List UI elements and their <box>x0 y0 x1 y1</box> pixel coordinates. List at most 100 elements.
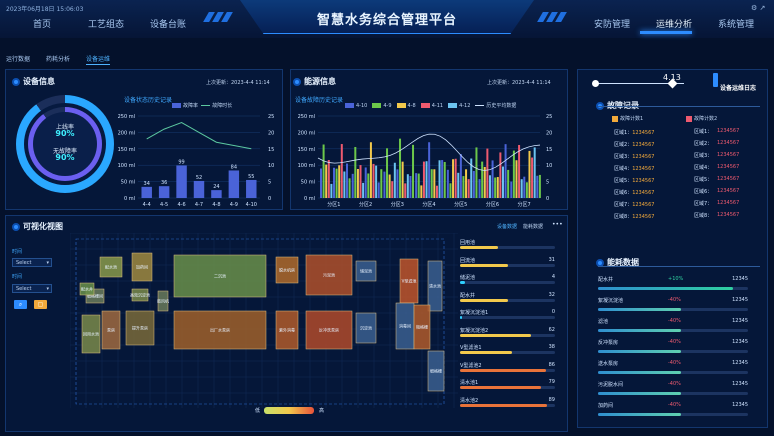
filter-select-1-value: Select <box>16 260 32 266</box>
plant-facility[interactable] <box>275 310 299 350</box>
plant-facility[interactable] <box>173 310 267 350</box>
energy-bar-fill <box>598 350 681 353</box>
legend-low-label: 低 <box>255 407 260 414</box>
y-tick-label: 100 ml <box>298 163 315 169</box>
bar <box>525 182 528 198</box>
plant-facility[interactable] <box>275 256 299 284</box>
legend-swatch <box>448 103 458 108</box>
x-tick-label: 分区6 <box>486 201 499 208</box>
nav-ops-analysis[interactable]: 运维分析 <box>656 20 693 30</box>
plant-facility[interactable] <box>101 310 121 350</box>
settings-icon[interactable]: ⚙ ↗ <box>751 4 766 12</box>
subtab-device-ops[interactable]: 设备运维 <box>86 56 111 65</box>
plant-facility[interactable] <box>427 350 445 392</box>
tab-energy-data[interactable]: 能耗数据 <box>523 224 544 230</box>
facility-label: 泵房 <box>107 327 115 333</box>
bar <box>467 179 470 198</box>
bar-value-label: 24 <box>213 184 219 190</box>
metric-label: V型滤池1 <box>460 345 482 351</box>
bar <box>491 160 494 198</box>
x-tick-label: 4-9 <box>230 202 238 208</box>
metric-value: 86 <box>548 361 555 368</box>
header-datetime: 2023年06月18日 15:06:03 <box>6 6 84 13</box>
reset-button[interactable]: ▢ <box>34 300 47 309</box>
energy-bar-fill <box>598 413 681 416</box>
plant-metrics-list: 回用池 回流池 31 储泥池 4 配水井 32 絮凝沉淀池1 0 絮凝沉淀池2 62 V型滤池1 38 V… <box>460 239 560 419</box>
nav-security[interactable]: 安防管理 <box>594 20 631 30</box>
plant-facility[interactable] <box>355 312 377 344</box>
plant-facility[interactable] <box>99 256 123 278</box>
plant-facility[interactable] <box>157 290 169 312</box>
plant-facility[interactable] <box>131 288 149 302</box>
filter-select-2[interactable]: Select ▾ <box>12 284 52 293</box>
energy-change: +10% <box>668 276 684 282</box>
legend-swatch <box>475 105 485 106</box>
bar <box>141 186 152 198</box>
metric-bar-fill <box>460 403 548 407</box>
filter-select-1[interactable]: Select ▾ <box>12 258 52 267</box>
plant-facility[interactable] <box>355 260 377 282</box>
metric-value: 62 <box>548 326 555 333</box>
metric-row: 储泥池 4 <box>460 274 555 284</box>
ops-log-title: 设备运维日志 <box>720 85 757 92</box>
energy-item-name: 加药间 <box>598 403 614 409</box>
metric-label: 清水池2 <box>460 397 479 404</box>
energy-record-row: 滤池 -40% 12345 <box>598 318 748 336</box>
bar <box>486 148 489 198</box>
plant-facility[interactable] <box>305 310 353 350</box>
facility-label: 消毒间 <box>399 323 411 329</box>
facility-label: 粗格栅 <box>416 324 428 330</box>
legend-item-label: 4-11 <box>431 103 444 109</box>
y2-tick-label: 15 <box>268 147 274 153</box>
nav-equipment-ledger[interactable]: 设备台账 <box>150 20 187 30</box>
fault-record-row: 区域2：1234567 区域2： 1234567 <box>614 140 764 149</box>
more-icon[interactable]: ••• <box>552 221 563 228</box>
energy-bar-fill <box>598 392 681 395</box>
plant-facility[interactable] <box>81 314 101 354</box>
metric-bar-track <box>460 386 555 389</box>
plant-facility[interactable] <box>125 310 155 346</box>
energy-chart-legend: 4-10 4-9 4-8 4-11 4-12 历史平均数据 <box>345 102 521 109</box>
energy-history-label: 设备故障历史记录 <box>295 97 344 104</box>
y2-tick-label: 25 <box>546 114 552 120</box>
x-tick-label: 分区7 <box>518 201 531 208</box>
bar <box>446 169 449 198</box>
nav-system[interactable]: 系统管理 <box>718 20 755 30</box>
plant-facility[interactable] <box>413 304 431 350</box>
bar <box>359 165 362 198</box>
facility-label: 加药间 <box>136 264 148 270</box>
bar <box>443 162 446 198</box>
bar <box>354 146 357 198</box>
fault-area-label: 区域4： <box>614 166 633 172</box>
metric-bar-track <box>460 281 555 284</box>
facility-label: 配水井 <box>81 286 93 292</box>
nav-home[interactable]: 首页 <box>33 20 52 30</box>
energy-change: -40% <box>668 402 681 408</box>
subtab-chemical[interactable]: 药耗分析 <box>46 56 71 63</box>
bar <box>246 179 257 198</box>
search-button[interactable]: ⌕ <box>14 300 27 309</box>
plant-facility[interactable] <box>427 260 443 312</box>
panel-dot-icon <box>596 258 604 267</box>
facility-label: 细格栅 <box>430 368 442 374</box>
date-slider-start[interactable] <box>592 80 599 87</box>
plant-facility[interactable] <box>173 254 267 298</box>
x-tick-label: 4-8 <box>212 202 220 208</box>
bar <box>383 171 386 198</box>
fault-free-rate-label: 无故障率 <box>52 148 77 155</box>
plant-facility[interactable] <box>79 282 95 296</box>
metric-bar-fill <box>460 298 508 302</box>
nav-process[interactable]: 工艺组态 <box>88 20 125 30</box>
fault-count-2: 1234567 <box>717 164 740 170</box>
bar <box>452 159 455 198</box>
plant-facility[interactable] <box>305 254 353 296</box>
facility-label: 反冲洗泵房 <box>319 327 339 333</box>
plant-facility[interactable] <box>131 252 153 282</box>
bar <box>507 169 510 198</box>
energy-updated-time: 上次更新：2023-4-4 11:14 <box>487 80 551 86</box>
subtab-run-data[interactable]: 运行数据 <box>6 56 31 63</box>
ops-log-panel <box>577 69 768 428</box>
bar <box>401 161 404 198</box>
tab-device-data[interactable]: 设备数据 <box>497 224 518 230</box>
energy-value: 12345 <box>732 402 748 408</box>
